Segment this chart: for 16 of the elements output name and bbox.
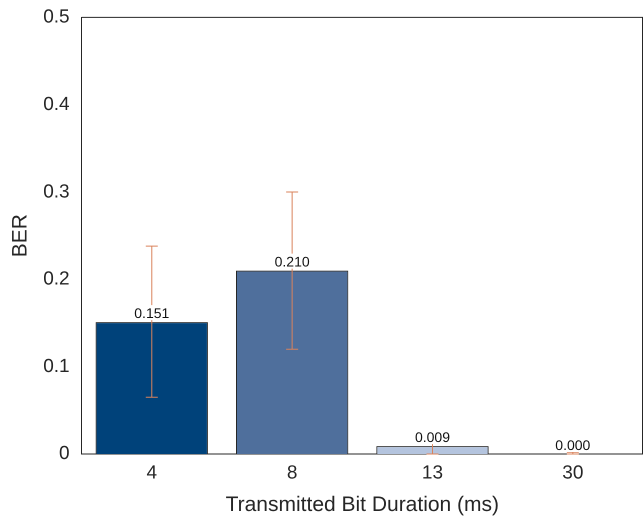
y-tick-label: 0.3 — [43, 181, 70, 202]
data-label: 0.000 — [555, 436, 591, 453]
x-tick-label: 8 — [286, 462, 298, 484]
y-tick-label: 0.2 — [43, 268, 70, 290]
y-axis-title: BER — [8, 214, 32, 258]
x-tick-label: 13 — [422, 462, 444, 484]
x-tick-label: 30 — [562, 462, 584, 484]
data-label: 0.210 — [274, 253, 310, 270]
data-label: 0.009 — [414, 429, 450, 445]
x-axis-title: Transmitted Bit Duration (ms) — [226, 493, 500, 516]
y-tick-label: 0.4 — [43, 94, 70, 115]
y-tick-label: 0.5 — [43, 6, 70, 28]
x-tick-label: 4 — [146, 462, 158, 484]
data-label: 0.151 — [134, 305, 170, 322]
y-tick-label: 0.1 — [43, 356, 70, 377]
y-tick-label: 0 — [59, 443, 70, 464]
